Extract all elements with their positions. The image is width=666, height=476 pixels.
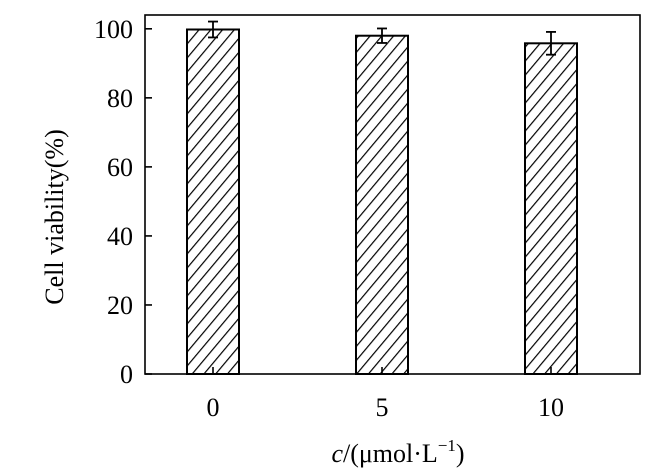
y-tick-label-0: 0 [120, 360, 133, 389]
plot-frame [144, 14, 641, 375]
y-tick-label-20: 20 [107, 291, 133, 320]
axes: Cell viability(%) c/(μmol·L−1) [40, 129, 465, 468]
y-tick-label-80: 80 [107, 84, 133, 113]
bar-10 [524, 42, 578, 376]
y-axis-title: Cell viability(%) [40, 129, 69, 304]
y-tick-label-100: 100 [94, 15, 133, 44]
x-tick-label-5: 5 [376, 393, 389, 422]
x-tick-label-0: 0 [207, 393, 220, 422]
plot-area: 0 20 40 60 80 100 0 5 10 [94, 14, 641, 422]
bar-5 [355, 34, 409, 375]
x-tick-label-10: 10 [538, 393, 564, 422]
x-axis-title: c/(μmol·L−1) [331, 436, 464, 468]
y-tick-label-60: 60 [107, 153, 133, 182]
bar-0 [186, 28, 240, 375]
y-tick-label-40: 40 [107, 222, 133, 251]
